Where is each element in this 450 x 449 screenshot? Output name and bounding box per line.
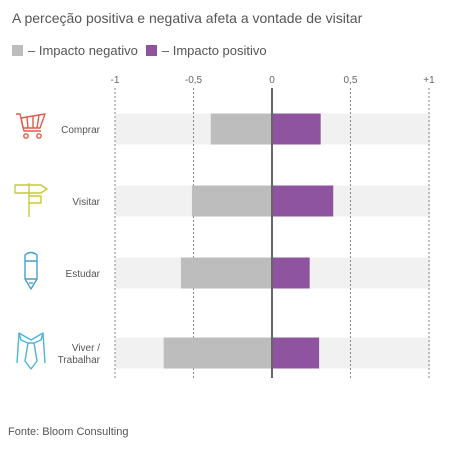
necktie-icon bbox=[16, 332, 46, 370]
source-note: Fonte: Bloom Consulting bbox=[8, 426, 129, 438]
tick-label-4: +1 bbox=[423, 75, 435, 86]
category-label-2-0: Estudar bbox=[66, 269, 101, 280]
bar-positive-2 bbox=[272, 257, 310, 289]
legend-swatch-positive bbox=[145, 45, 157, 56]
tick-label-0: -1 bbox=[111, 75, 120, 86]
legend: – Impacto negativo – Impacto positivo bbox=[12, 43, 275, 58]
legend-item-negative: – Impacto negativo bbox=[12, 43, 138, 58]
bar-negative-1 bbox=[191, 185, 272, 217]
tick-label-2: 0 bbox=[269, 75, 275, 86]
bar-negative-2 bbox=[180, 257, 272, 289]
bar-positive-0 bbox=[272, 113, 321, 145]
bar-positive-3 bbox=[272, 337, 320, 369]
tick-label-1: -0,5 bbox=[185, 75, 203, 86]
bar-negative-0 bbox=[210, 113, 272, 145]
legend-swatch-negative bbox=[12, 45, 23, 56]
bar-positive-1 bbox=[272, 185, 334, 217]
legend-label-negative: – Impacto negativo bbox=[28, 43, 138, 58]
category-label-1-0: Visitar bbox=[72, 197, 100, 208]
category-label-3-0: Viver / bbox=[72, 343, 100, 354]
bar-negative-3 bbox=[163, 337, 272, 369]
signpost-icon bbox=[14, 183, 48, 217]
legend-item-positive: – Impacto positivo bbox=[145, 43, 267, 58]
pencil-icon bbox=[24, 251, 38, 290]
legend-label-positive: – Impacto positivo bbox=[161, 43, 267, 58]
category-label-3-1: Trabalhar bbox=[58, 355, 101, 366]
tick-label-3: 0,5 bbox=[344, 75, 358, 86]
chart-title: A perceção positiva e negativa afeta a v… bbox=[12, 10, 363, 26]
category-label-0-0: Comprar bbox=[61, 125, 101, 136]
shopping-cart-icon bbox=[16, 113, 46, 139]
